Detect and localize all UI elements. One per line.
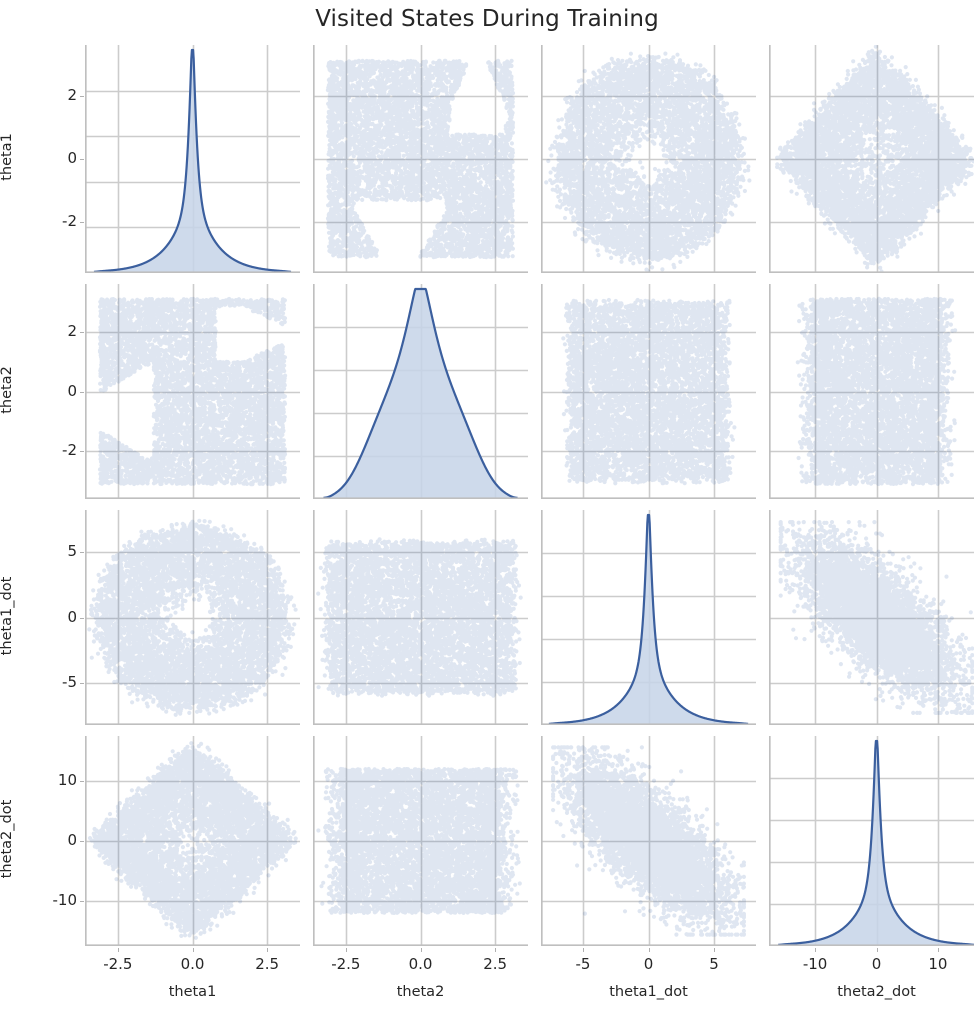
panel-theta2_dot-vs-theta2_dot [769,736,974,946]
x-axis-label-theta2_dot: theta2_dot [769,984,974,1000]
ytick-theta2-2: 2 [33,322,77,340]
xtickmark-theta2_dot-1 [877,948,878,952]
ytickmark-theta1-2 [80,96,84,97]
panel-theta1_dot-vs-theta2 [313,510,528,725]
panel-theta2_dot-vs-theta1 [85,736,300,946]
xtickmark-theta2-1 [421,948,422,952]
ytick-theta2_dot-1: 0 [33,831,77,849]
scatter-points [98,297,287,486]
scatter-points [316,537,523,698]
xtick-theta2_dot-2: 10 [898,955,974,973]
ytickmark-theta2-1 [80,392,84,393]
kde-fill [778,741,974,945]
ytick-theta2-0: -2 [33,441,77,459]
panel-canvas [85,284,300,499]
xtickmark-theta1-0 [118,948,119,952]
panel-theta2-vs-theta1_dot [541,284,756,499]
panel-canvas [541,736,756,946]
panel-theta2-vs-theta1 [85,284,300,499]
ytick-theta2-1: 0 [33,382,77,400]
panel-canvas [769,45,974,273]
x-axis-label-theta2: theta2 [313,984,528,1000]
xtick-theta2-2: 2.5 [455,955,535,973]
panel-canvas [769,736,974,946]
panel-theta2-vs-theta2_dot [769,284,974,499]
panel-canvas [541,284,756,499]
ytickmark-theta1-1 [80,159,84,160]
panel-theta2-vs-theta2 [313,284,528,499]
panel-theta1-vs-theta1 [85,45,300,273]
xtick-theta1-2: 2.5 [227,955,307,973]
ytickmark-theta1_dot-1 [80,618,84,619]
xtick-theta1-0: -2.5 [78,955,158,973]
xtickmark-theta1-1 [193,948,194,952]
xtick-theta2-1: 0.0 [381,955,461,973]
ytickmark-theta1_dot-2 [80,552,84,553]
kde-fill [323,289,517,498]
scatter-points [779,520,974,715]
panel-theta1_dot-vs-theta1_dot [541,510,756,725]
panel-canvas [313,45,528,273]
panel-canvas [541,45,756,273]
ytick-theta1_dot-1: 0 [33,608,77,626]
panel-canvas [769,510,974,725]
xtickmark-theta2-2 [495,948,496,952]
scatter-points [796,297,958,486]
panel-canvas [313,510,528,725]
x-axis-label-theta1_dot: theta1_dot [541,984,756,1000]
ytickmark-theta2-2 [80,332,84,333]
ytick-theta1_dot-2: 5 [33,542,77,560]
kde-fill [94,50,291,272]
xtickmark-theta2_dot-0 [815,948,816,952]
xtick-theta1-1: 0.0 [153,955,233,973]
panel-canvas [313,284,528,499]
y-axis-label-theta2: theta2 [0,315,15,465]
panel-canvas [541,510,756,725]
y-axis-label-theta2_dot: theta2_dot [0,764,15,914]
panel-theta2_dot-vs-theta1_dot [541,736,756,946]
kde-fill [549,515,748,724]
panel-canvas [769,284,974,499]
ytick-theta2_dot-2: 10 [33,771,77,789]
xtickmark-theta1_dot-2 [714,948,715,952]
panel-canvas [313,736,528,946]
panel-theta2_dot-vs-theta2 [313,736,528,946]
ytick-theta1_dot-0: -5 [33,673,77,691]
xtickmark-theta1_dot-1 [649,948,650,952]
xtick-theta1_dot-2: 5 [674,955,754,973]
xtickmark-theta1-2 [267,948,268,952]
scatter-points [544,51,751,273]
panel-theta1-vs-theta1_dot [541,45,756,273]
ytick-theta1-0: -2 [33,212,77,230]
panel-canvas [85,510,300,725]
xtick-theta2-0: -2.5 [306,955,386,973]
xtickmark-theta2-0 [346,948,347,952]
ytick-theta1-1: 0 [33,149,77,167]
x-axis-label-theta1: theta1 [85,984,300,1000]
scatter-points [316,767,528,915]
panel-canvas [85,45,300,273]
y-axis-label-theta1: theta1 [0,82,15,232]
panel-canvas [85,736,300,946]
ytickmark-theta1-0 [80,222,84,223]
scatter-points [88,741,298,940]
y-axis-label-theta1_dot: theta1_dot [0,541,15,691]
ytickmark-theta1_dot-0 [80,683,84,684]
panel-theta1-vs-theta2_dot [769,45,974,273]
panel-theta1-vs-theta2 [313,45,528,273]
xtickmark-theta2_dot-2 [938,948,939,952]
ytickmark-theta2_dot-2 [80,781,84,782]
panel-theta1_dot-vs-theta2_dot [769,510,974,725]
ytickmark-theta2-0 [80,451,84,452]
ytick-theta1-2: 2 [33,86,77,104]
ytickmark-theta2_dot-0 [80,901,84,902]
ytick-theta2_dot-0: -10 [33,891,77,909]
panel-theta1_dot-vs-theta1 [85,510,300,725]
ytickmark-theta2_dot-1 [80,841,84,842]
xtickmark-theta1_dot-0 [583,948,584,952]
